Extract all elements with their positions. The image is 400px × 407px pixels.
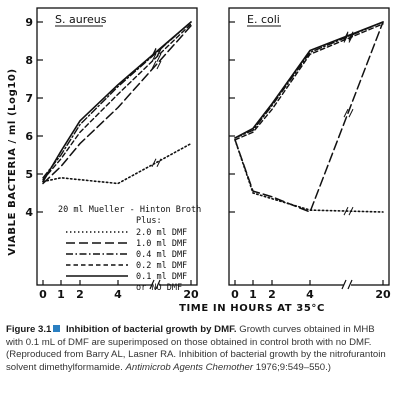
axis-break-mark — [341, 279, 347, 290]
series-line — [234, 21, 384, 139]
series-line — [234, 21, 384, 213]
curve-break-mark — [156, 47, 162, 57]
caption-text-1: Growth curves obtained in MHB with 0.1 m… — [6, 324, 386, 373]
panel-title: S. aureus — [55, 13, 107, 26]
axis-break-mark — [155, 279, 161, 290]
curve-break-mark — [151, 47, 157, 57]
curve-break-mark — [348, 206, 354, 216]
caption-square-icon — [53, 325, 61, 332]
caption-text-2: 1976;9:549–550.) — [255, 361, 331, 373]
curve-break-mark — [156, 53, 162, 62]
y-tick-label: 8 — [25, 54, 33, 67]
series-line — [234, 23, 384, 141]
curve-break-mark — [348, 34, 354, 43]
caption-figure-label: Figure 3.1 — [6, 324, 52, 335]
x-tick-label: 20 — [183, 288, 199, 301]
curve-break-mark — [151, 158, 157, 167]
axis-break-gap — [152, 281, 159, 289]
x-tick-label: 4 — [306, 288, 314, 301]
axis-break-gap — [344, 281, 351, 289]
legend-entry: 0.1 ml DMF — [136, 272, 187, 282]
curve-break-mark — [156, 60, 162, 70]
x-tick-label: 20 — [375, 288, 391, 301]
curve-break-mark — [343, 206, 349, 216]
legend-entry: or NO DMF — [136, 283, 182, 293]
x-tick-label: 1 — [249, 288, 257, 301]
axis-break-mark — [347, 279, 353, 290]
curve-break-mark — [348, 108, 354, 118]
legend-entry: 1.0 ml DMF — [136, 239, 187, 249]
series-line — [42, 142, 192, 185]
curve-break-mark — [156, 158, 162, 167]
x-axis-label: TIME IN HOURS AT 35°C — [179, 303, 325, 314]
curve-break-mark — [343, 108, 349, 118]
plot-frame — [36, 7, 198, 286]
curve-break-mark — [348, 31, 354, 40]
y-tick-label: 7 — [25, 92, 33, 105]
x-tick-label: 0 — [231, 288, 239, 301]
series-line — [234, 21, 384, 139]
curve-break-mark — [343, 34, 349, 43]
y-tick-label: 6 — [25, 130, 33, 143]
panel-title: E. coli — [247, 13, 280, 26]
x-tick-label: 0 — [39, 288, 47, 301]
figure-caption: Figure 3.1 Inhibition of bacterial growt… — [6, 324, 394, 374]
caption-journal: Antimicrob Agents Chemother — [125, 361, 254, 373]
legend-entry: 2.0 ml DMF — [136, 228, 187, 238]
y-tick-label: 5 — [25, 168, 33, 181]
series-line — [234, 139, 384, 213]
x-tick-label: 4 — [114, 288, 122, 301]
x-tick-label: 1 — [57, 288, 65, 301]
x-tick-label: 2 — [268, 288, 276, 301]
y-tick-label: 4 — [25, 206, 33, 219]
series-line — [42, 25, 192, 185]
series-line — [42, 21, 192, 183]
panel-e-coli: 0 1 2 4 20 E. coli — [228, 7, 391, 301]
curve-break-mark — [343, 31, 349, 40]
x-tick-label: 2 — [76, 288, 84, 301]
caption-figure-title: Inhibition of bacterial growth by DMF. — [66, 324, 237, 335]
legend-entry: 0.4 ml DMF — [136, 250, 187, 260]
legend-header: 20 ml Mueller - Hinton Broth — [58, 205, 201, 215]
curve-break-mark — [151, 53, 157, 62]
axis-break-mark — [149, 279, 155, 290]
panel-s-aureus: 4 5 6 7 8 9 0 1 2 4 20 S. aureus — [25, 7, 199, 301]
y-tick-label: 9 — [25, 16, 33, 29]
plot-frame — [228, 7, 390, 286]
curve-break-mark — [151, 60, 157, 70]
legend-entry: 0.2 ml DMF — [136, 261, 187, 271]
series-line — [42, 23, 192, 181]
legend-header: Plus: — [136, 216, 162, 226]
y-axis-label: VIABLE BACTERIA / ml (Log10) — [7, 68, 18, 255]
